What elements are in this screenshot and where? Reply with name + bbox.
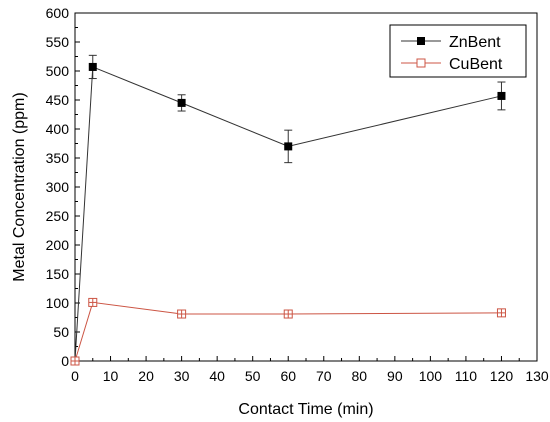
- legend-marker-cubent: [416, 58, 426, 68]
- x-tick-label: 130: [525, 368, 549, 384]
- y-tick-label: 250: [46, 208, 70, 224]
- x-tick-label: 0: [71, 368, 79, 384]
- y-tick-label: 0: [61, 353, 69, 369]
- y-tick-label: 400: [46, 121, 70, 137]
- x-tick-label: 100: [419, 368, 443, 384]
- y-tick-label: 450: [46, 92, 70, 108]
- x-tick-label: 10: [103, 368, 119, 384]
- x-tick-label: 70: [316, 368, 332, 384]
- y-tick-label: 150: [46, 266, 70, 282]
- y-tick-label: 500: [46, 63, 70, 79]
- y-axis: 0 50 100 150 200 250 300 350 400 450 500 550 600: [46, 5, 80, 369]
- data-point-znbent: [177, 98, 186, 107]
- legend-box: [389, 24, 527, 78]
- x-tick-label: 80: [352, 368, 368, 384]
- data-point-znbent: [497, 91, 506, 100]
- data-point-znbent: [284, 142, 293, 151]
- series-cubent: [70, 297, 506, 366]
- x-tick-label: 90: [387, 368, 403, 384]
- x-tick-label: 60: [280, 368, 296, 384]
- x-tick-label: 20: [138, 368, 154, 384]
- series-layer: [70, 54, 506, 366]
- x-tick-label: 50: [245, 368, 261, 384]
- series-znbent: [71, 54, 506, 365]
- x-tick-label: 30: [174, 368, 190, 384]
- y-tick-label: 350: [46, 150, 70, 166]
- x-tick-label: 110: [455, 368, 478, 384]
- legend-label-znbent: ZnBent: [449, 34, 501, 51]
- x-axis-title: Contact Time (min): [238, 401, 373, 418]
- x-tick-label: 120: [490, 368, 514, 384]
- legend-label-cubent: CuBent: [449, 56, 503, 73]
- data-point-znbent: [88, 62, 97, 71]
- y-tick-label: 100: [46, 295, 70, 311]
- y-tick-label: 600: [46, 5, 70, 21]
- y-tick-label: 50: [53, 324, 69, 340]
- y-axis-title: Metal Concentration (ppm): [11, 92, 28, 281]
- legend: ZnBent CuBent: [389, 24, 527, 78]
- y-tick-label: 550: [46, 34, 70, 50]
- legend-marker-znbent: [417, 37, 425, 45]
- y-tick-label: 300: [46, 179, 70, 195]
- y-tick-label: 200: [46, 237, 70, 253]
- x-tick-label: 40: [209, 368, 225, 384]
- x-axis: 0 10 20 30 40 50 60 70 80 90 100 110 120 130: [71, 356, 549, 384]
